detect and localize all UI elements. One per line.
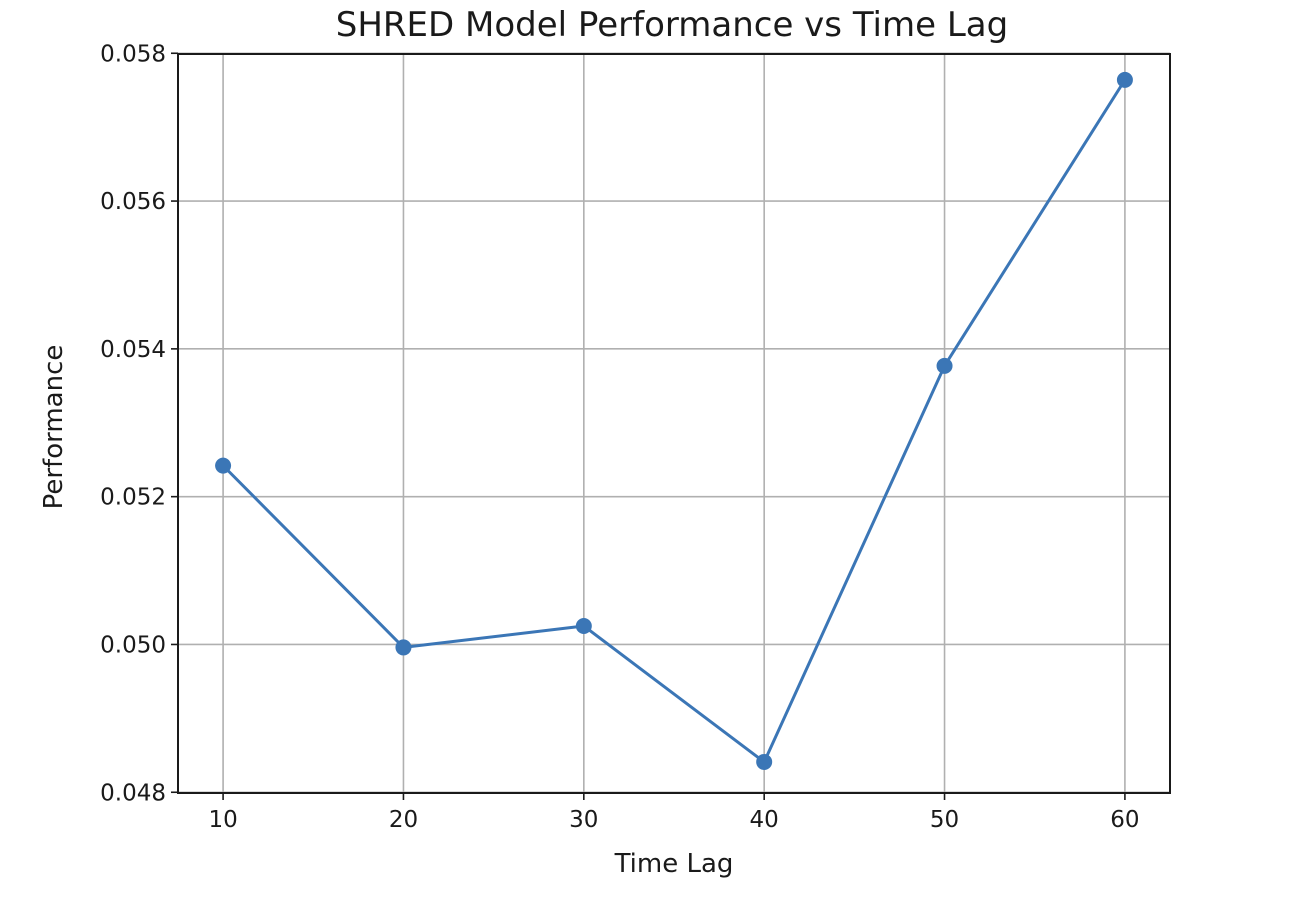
plot-frame (177, 53, 1171, 794)
x-tick-label: 30 (569, 807, 598, 833)
grid-lines (178, 52, 1170, 794)
x-tick-label: 50 (930, 807, 959, 833)
y-tick-label: 0.056 (100, 189, 166, 215)
x-tick-label: 10 (208, 807, 237, 833)
x-tick-label: 60 (1110, 807, 1139, 833)
x-tick-label: 40 (750, 807, 779, 833)
y-axis-label: Performance (39, 345, 69, 510)
y-axis: 0.048 0.050 0.052 0.054 0.056 0.058 (100, 41, 178, 806)
data-point (756, 753, 773, 770)
data-point (575, 617, 592, 634)
chart-title: SHRED Model Performance vs Time Lag (336, 5, 1008, 45)
y-tick-label: 0.050 (100, 632, 166, 658)
x-axis: 10 20 30 40 50 60 (208, 793, 1140, 833)
data-point (395, 639, 412, 656)
y-tick-label: 0.058 (100, 41, 166, 67)
y-tick-label: 0.048 (100, 780, 166, 806)
x-axis-label: Time Lag (614, 849, 734, 879)
data-point (1116, 71, 1133, 88)
x-tick-label: 20 (389, 807, 418, 833)
series-line (222, 79, 1127, 764)
y-tick-label: 0.054 (100, 337, 166, 363)
y-tick-label: 0.052 (100, 485, 166, 511)
data-point (215, 457, 232, 474)
data-series (215, 71, 1133, 770)
data-point (936, 357, 953, 374)
